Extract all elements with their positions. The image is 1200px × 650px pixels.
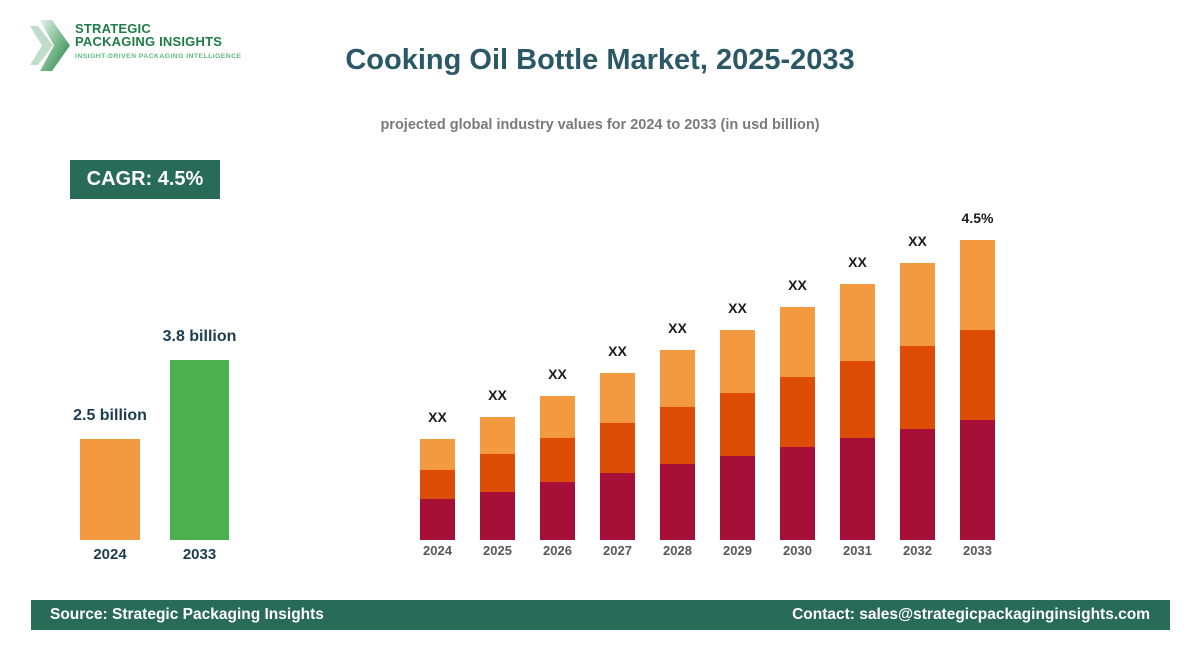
bar-segment-top [660,350,695,407]
brand-name-line1: STRATEGIC [75,21,151,36]
footer-bar: Source: Strategic Packaging Insights Con… [31,600,1170,630]
bar-top-label-2024: XX [428,409,447,425]
bar-segment-middle [780,377,815,447]
main-year-label-2027: 2027 [603,543,632,558]
brand-tagline: INSIGHT-DRIVEN PACKAGING INTELLIGENCE [75,53,242,60]
main-year-label-2032: 2032 [903,543,932,558]
page-title: Cooking Oil Bottle Market, 2025-2033 [345,44,855,76]
stacked-bar-chart: XX 2024 XX 2025 XX 2026 XX 2027 XX 2028 XX 2029 XX 20… [420,200,1000,560]
mini-bar-2033 [170,360,229,540]
footer-contact: Contact: sales@strategicpackaginginsight… [792,606,1150,623]
footer-source: Source: Strategic Packaging Insights [50,606,324,623]
bar-segment-bottom [660,464,695,540]
bar-segment-bottom [600,473,635,540]
bar-segment-top [720,330,755,393]
main-year-label-2029: 2029 [723,543,752,558]
bar-top-label-2028: XX [668,320,687,336]
mini-bar-2024 [80,439,140,540]
bar-segment-middle [900,346,935,429]
comparison-bar-chart: 2.5 billion 2024 3.8 billion 2033 [70,325,250,570]
bar-segment-middle [540,438,575,482]
bar-top-label-2033: 4.5% [961,210,994,226]
bar-segment-top [540,396,575,438]
bar-segment-middle [600,423,635,473]
stacked-bar-2025 [480,417,515,540]
bar-segment-bottom [960,420,995,540]
bar-segment-top [840,284,875,361]
mini-value-label-2033: 3.8 billion [162,328,237,345]
brand-logo: STRATEGIC PACKAGING INSIGHTS INSIGHT-DRI… [30,20,241,71]
bar-top-label-2026: XX [548,366,567,382]
stacked-bar-2031 [840,284,875,540]
bar-segment-bottom [900,429,935,540]
bar-top-label-2032: XX [908,233,927,249]
brand-text: STRATEGIC PACKAGING INSIGHTS INSIGHT-DRI… [75,20,241,60]
main-year-label-2024: 2024 [423,543,452,558]
bar-segment-middle [480,454,515,492]
stacked-bar-2030 [780,307,815,540]
brand-name-line2: PACKAGING INSIGHTS [75,33,223,49]
stacked-bar-2033 [960,240,995,540]
bar-segment-middle [840,361,875,438]
stacked-bar-2028 [660,350,695,540]
mini-value-label-2024: 2.5 billion [73,407,147,424]
page-subtitle: projected global industry values for 202… [380,117,820,133]
bar-segment-middle [660,407,695,464]
bar-top-label-2027: XX [608,343,627,359]
bar-segment-bottom [540,482,575,540]
bar-segment-top [900,263,935,346]
mini-year-label-2033: 2033 [182,546,217,563]
stacked-bar-2024 [420,439,455,540]
main-year-label-2028: 2028 [663,543,692,558]
main-year-label-2030: 2030 [783,543,812,558]
stacked-bar-2032 [900,263,935,540]
brand-chevron-icon [30,20,70,71]
bar-segment-bottom [840,438,875,540]
main-year-label-2026: 2026 [543,543,572,558]
stacked-bar-2029 [720,330,755,540]
bar-segment-bottom [780,447,815,540]
bar-segment-middle [720,393,755,456]
stacked-bar-2027 [600,373,635,540]
bar-segment-bottom [420,499,455,540]
main-year-label-2031: 2031 [843,543,872,558]
stacked-bar-2026 [540,396,575,540]
bar-segment-bottom [480,492,515,540]
main-year-label-2033: 2033 [963,543,992,558]
main-year-label-2025: 2025 [483,543,512,558]
bar-top-label-2030: XX [788,277,807,293]
bar-segment-middle [420,470,455,499]
bar-segment-top [780,307,815,377]
bar-segment-top [420,439,455,470]
mini-year-label-2024: 2024 [93,546,127,563]
bar-segment-middle [960,330,995,420]
bar-segment-top [480,417,515,454]
bar-segment-top [960,240,995,330]
bar-top-label-2029: XX [728,300,747,316]
bar-top-label-2031: XX [848,254,867,270]
cagr-badge: CAGR: 4.5% [70,160,220,199]
bar-segment-bottom [720,456,755,540]
bar-segment-top [600,373,635,423]
bar-top-label-2025: XX [488,387,507,403]
